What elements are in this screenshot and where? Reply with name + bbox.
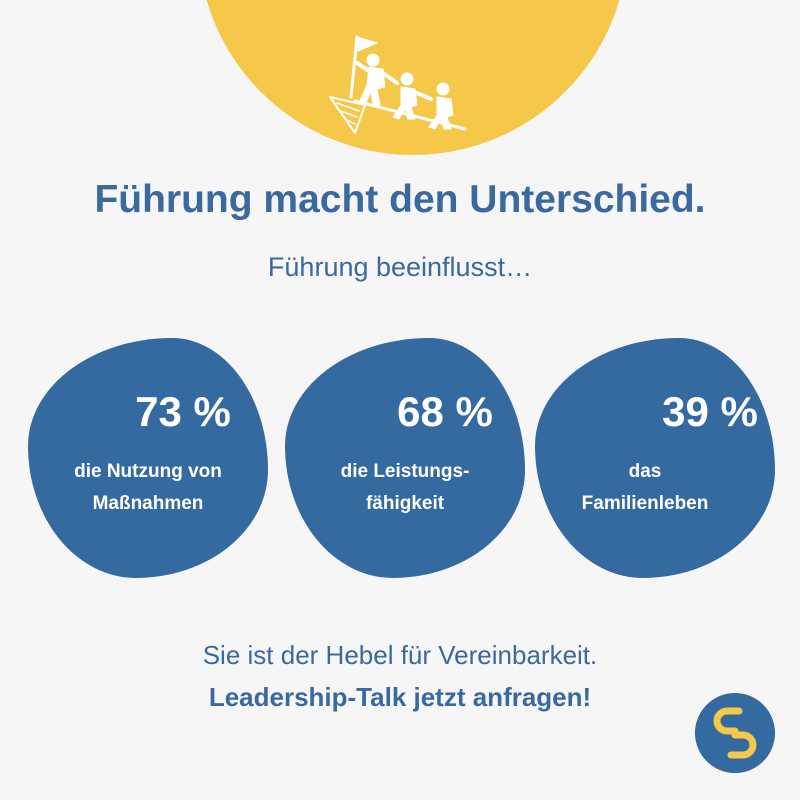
stat-label-line: die Nutzung von [74,461,222,482]
stat-label: die Leistungs- fähigkeit [285,456,525,520]
stat-card-performance: 68 % die Leistungs- fähigkeit [285,338,525,578]
brand-logo-icon [695,693,775,773]
stat-label-line: Familienleben [581,493,709,514]
footer-statement: Sie ist der Hebel für Vereinbarkeit. [202,640,598,670]
stat-value: 68 % [397,388,493,435]
stat-label-line: fähigkeit [365,493,445,514]
stat-label-line: Maßnahmen [92,493,204,514]
stat-value: 39 % [662,388,758,435]
stat-label: das Familienleben [525,456,765,520]
stat-card-usage: 73 % die Nutzung von Maßnahmen [28,338,268,578]
stat-card-family: 39 % das Familienleben [535,338,775,578]
page-subtitle: Führung beeinflusst… [267,252,533,282]
page-title: Führung macht den Unterschied. [94,178,706,221]
stat-value: 73 % [135,388,231,435]
stat-label-line: die Leistungs- [340,461,470,482]
team-climbing-flag-icon [329,35,467,134]
stat-label: die Nutzung von Maßnahmen [28,456,268,520]
cta-text[interactable]: Leadership-Talk jetzt anfragen! [208,682,592,712]
stat-label-line: das [628,461,662,482]
